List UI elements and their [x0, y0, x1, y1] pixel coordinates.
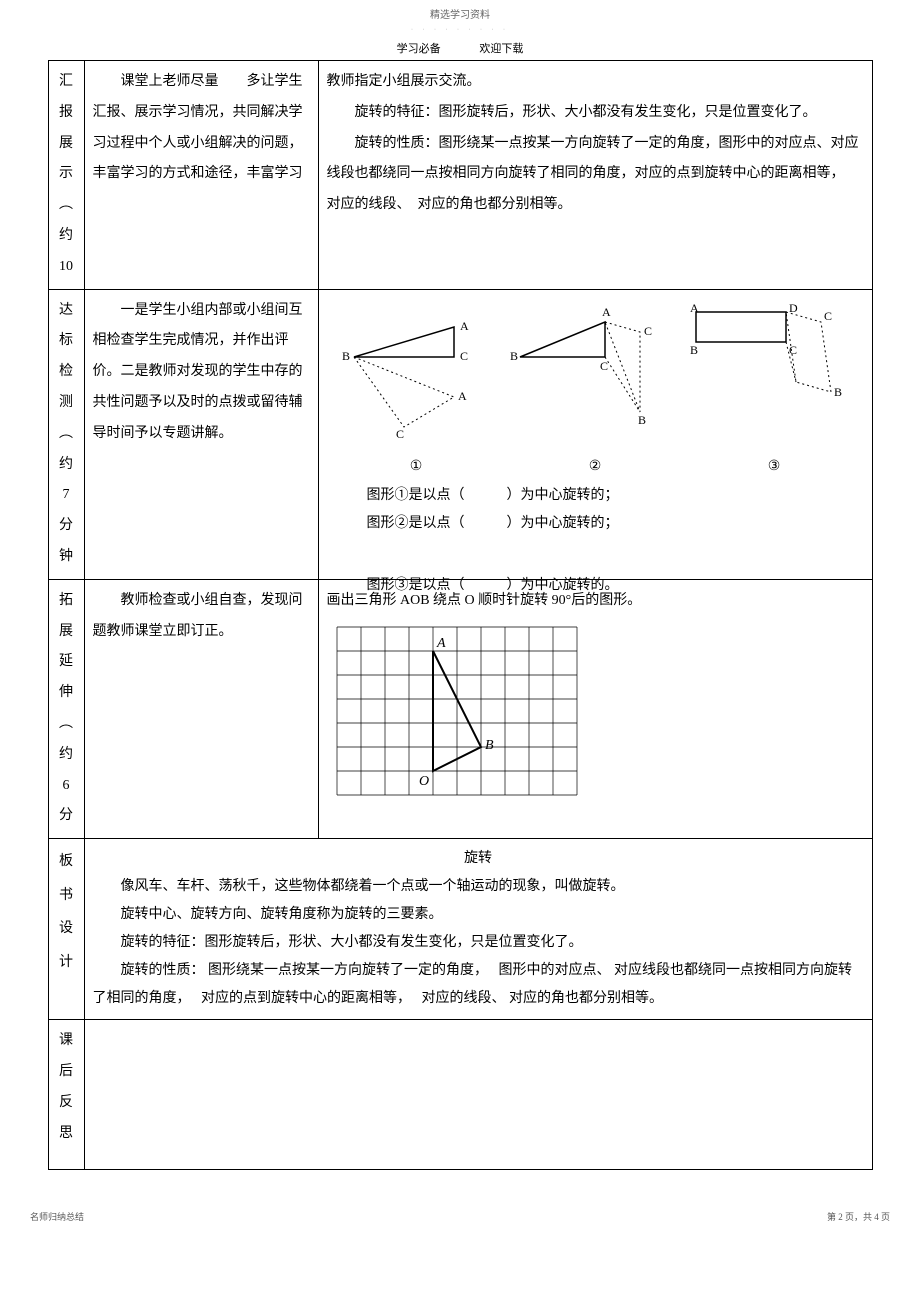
board-paragraph: 旋转的特征：图形旋转后，形状、大小都没有发生变化，只是位置变化了。 — [93, 929, 864, 957]
svg-text:A: A — [436, 636, 446, 651]
section-label-extend: 拓 展 延 伸 ︵ 约 6 分 — [48, 579, 84, 838]
question-line: 图形②是以点（ ）为中心旋转的； — [327, 510, 864, 538]
diagram-row: A C B A C A B C C B — [327, 302, 864, 442]
dots-divider: · · · · · · · · · — [411, 27, 509, 33]
board-design-cell: 旋转 像风车、车杆、荡秋千，这些物体都绕着一个点或一个轴运动的现象，叫做旋转。 … — [84, 839, 872, 1020]
svg-text:C: C — [789, 343, 797, 357]
svg-text:A: A — [602, 305, 611, 319]
footer-right: 第 2 页，共 4 页 — [827, 1210, 890, 1223]
page-top-header: 精选学习资料 · · · · · · · · · 学习必备 欢迎下载 — [0, 0, 920, 56]
svg-text:B: B — [342, 349, 350, 363]
table-row: 课 后 反 思 — [48, 1020, 872, 1170]
table-row: 拓 展 延 伸 ︵ 约 6 分 教师检查或小组自查，发现问题教师课堂立即订正。 … — [48, 579, 872, 838]
rotation-diagram-3: A B C D C B — [686, 302, 856, 412]
question-line: 图形①是以点（ ）为中心旋转的； — [327, 482, 864, 510]
svg-text:B: B — [638, 413, 646, 427]
svg-text:B: B — [690, 343, 698, 357]
grid-triangle-diagram: A B O — [327, 617, 587, 807]
text-line: 教师指定小组展示交流。 — [327, 67, 864, 98]
teacher-activity-text: 一是学生小组内部或小组间互相检查学生完成情况，并作出评价。二是教师对发现的学生中… — [93, 296, 310, 450]
teacher-activity-cell: 教师检查或小组自查，发现问题教师课堂立即订正。 — [84, 579, 318, 838]
extend-instruction: 画出三角形 AOB 绕点 O 顺时针旋转 90°后的图形。 — [327, 586, 864, 617]
reflection-cell — [84, 1020, 872, 1170]
table-row: 板 书 设 计 旋转 像风车、车杆、荡秋千，这些物体都绕着一个点或一个轴运动的现… — [48, 839, 872, 1020]
text-line: 旋转的性质：图形绕某一点按某一方向旋转了一定的角度，图形中的对应点、对应线段也都… — [327, 129, 864, 221]
diagrams-cell: A C B A C A B C C B — [318, 289, 872, 579]
circled-number: ③ — [768, 452, 781, 483]
table-row: 汇 报 展 示 ︵ 约 10 课堂上老师尽量 多让学生汇报、展示学习情况，共同解… — [48, 61, 872, 290]
page-footer: 名师归纳总结 第 2 页，共 4 页 — [30, 1210, 890, 1223]
student-activity-cell: 教师指定小组展示交流。 旋转的特征：图形旋转后，形状、大小都没有发生变化，只是位… — [318, 61, 872, 290]
board-paragraph: 像风车、车杆、荡秋千，这些物体都绕着一个点或一个轴运动的现象，叫做旋转。 — [93, 873, 864, 901]
text-line: 旋转的特征：图形旋转后，形状、大小都没有发生变化，只是位置变化了。 — [327, 98, 864, 129]
svg-text:C: C — [460, 349, 468, 363]
diagram-number-row: ① ② ③ — [327, 452, 864, 483]
board-title: 旋转 — [93, 845, 864, 873]
doc-small-title: 精选学习资料 — [0, 6, 920, 21]
teacher-activity-cell: 一是学生小组内部或小组间互相检查学生完成情况，并作出评价。二是教师对发现的学生中… — [84, 289, 318, 579]
teacher-activity-text: 教师检查或小组自查，发现问题教师课堂立即订正。 — [93, 586, 310, 648]
sub-header-row: 学习必备 欢迎下载 — [0, 40, 920, 56]
svg-text:O: O — [419, 774, 429, 789]
sub-left: 学习必备 — [397, 43, 441, 55]
svg-text:D: D — [789, 302, 798, 315]
section-label-reflection: 课 后 反 思 — [48, 1020, 84, 1170]
svg-text:C: C — [824, 309, 832, 323]
circled-number: ① — [410, 452, 423, 483]
svg-text:A: A — [460, 319, 469, 333]
rotation-diagram-2: A B C C B — [510, 302, 670, 442]
lesson-plan-table: 汇 报 展 示 ︵ 约 10 课堂上老师尽量 多让学生汇报、展示学习情况，共同解… — [48, 60, 873, 1170]
teacher-activity-cell: 课堂上老师尽量 多让学生汇报、展示学习情况，共同解决学习过程中个人或小组解决的问… — [84, 61, 318, 290]
svg-text:B: B — [485, 738, 494, 753]
board-paragraph: 旋转的性质： 图形绕某一点按某一方向旋转了一定的角度， 图形中的对应点、 对应线… — [93, 957, 864, 1013]
extend-content-cell: 图形③是以点（ ）为中心旋转的。 画出三角形 AOB 绕点 O 顺时针旋转 90… — [318, 579, 872, 838]
svg-text:C: C — [644, 324, 652, 338]
svg-text:A: A — [690, 302, 699, 315]
svg-text:A: A — [458, 389, 467, 403]
section-label-test: 达 标 检 测 ︵ 约 7 分 钟 — [48, 289, 84, 579]
svg-text:C: C — [600, 359, 608, 373]
teacher-activity-text: 课堂上老师尽量 多让学生汇报、展示学习情况，共同解决学习过程中个人或小组解决的问… — [93, 67, 310, 190]
footer-left: 名师归纳总结 — [30, 1210, 84, 1223]
grid-diagram-wrap: A B O — [327, 617, 864, 807]
section-label-report: 汇 报 展 示 ︵ 约 10 — [48, 61, 84, 290]
section-label-board: 板 书 设 计 — [48, 839, 84, 1020]
rotation-diagram-1: A C B A C — [334, 302, 494, 442]
board-paragraph: 旋转中心、旋转方向、旋转角度称为旋转的三要素。 — [93, 901, 864, 929]
circled-number: ② — [589, 452, 602, 483]
sub-right: 欢迎下载 — [479, 43, 523, 55]
svg-text:B: B — [510, 349, 518, 363]
svg-text:C: C — [396, 427, 404, 441]
svg-text:B: B — [834, 385, 842, 399]
table-row: 达 标 检 测 ︵ 约 7 分 钟 一是学生小组内部或小组间互相检查学生完成情况… — [48, 289, 872, 579]
